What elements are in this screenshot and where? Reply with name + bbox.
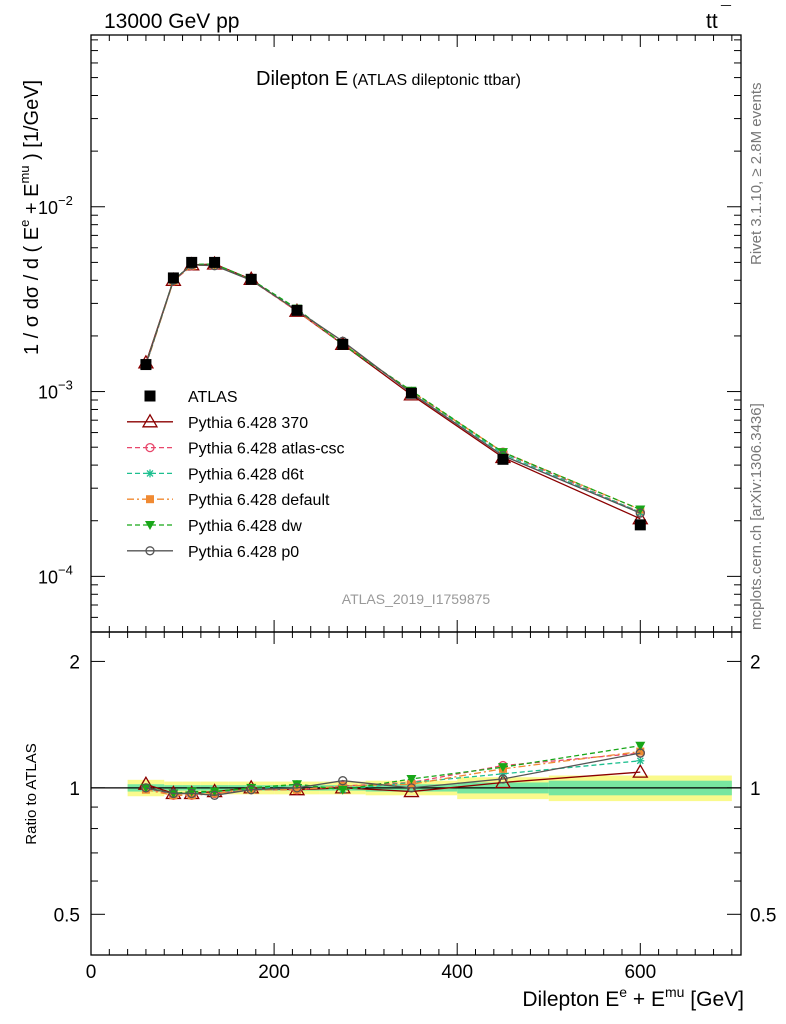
ratio-data-point <box>209 787 220 797</box>
ratio-data-point <box>636 747 645 756</box>
ratio-y-tick-label-right: 2 <box>750 652 761 673</box>
watermark: ATLAS_2019_I1759875 <box>342 591 491 607</box>
asterisk-stroke <box>636 757 644 765</box>
x-tick-label: 200 <box>258 962 290 983</box>
legend-marker <box>145 442 155 453</box>
legend-marker <box>145 521 155 530</box>
ratio-data-point <box>337 785 348 795</box>
ratio-data-point <box>291 780 302 790</box>
data-point <box>497 448 508 458</box>
legend-marker <box>145 546 155 556</box>
ratio-data-point <box>168 788 179 799</box>
ratio-data-point <box>292 785 301 794</box>
legend: ATLAS Pythia 6.428 370 Pythia 6.428 atlas-… <box>127 389 345 561</box>
main-y-axis-label: 1 / σ dσ / d ( Ee + Emu ) [1/GeV] <box>17 80 43 355</box>
main-title: Dilepton E (ATLAS dileptonic ttbar) <box>256 68 521 90</box>
ratio-series-layer <box>137 741 649 800</box>
ratio-series-line <box>145 745 641 795</box>
asterisk-stroke <box>146 469 154 477</box>
ratio-data-point <box>246 785 256 795</box>
ratio-data-point <box>636 756 645 765</box>
legend-label: ATLAS <box>188 389 238 406</box>
main-series-layer <box>137 255 649 531</box>
data-point <box>245 273 257 285</box>
legend-label: Pythia 6.428 dw <box>188 518 302 535</box>
ratio-data-point <box>292 783 302 793</box>
data-point <box>167 272 179 284</box>
data-point <box>635 508 645 518</box>
x-tick-label: 600 <box>624 962 656 983</box>
data-point <box>635 505 646 515</box>
main-y-tick-labels: 10−4 10−3 10−2 <box>38 193 73 588</box>
ratio-data-point <box>338 776 348 786</box>
y-tick-label: 10−4 <box>38 562 73 587</box>
ratio-plot-frame <box>90 631 742 956</box>
ratio-data-point <box>497 763 508 773</box>
energy-label: 13000 GeV pp <box>104 10 239 33</box>
x-axis-label: Dilepton Ee + Emu [GeV] <box>522 984 744 1011</box>
ratio-data-point <box>209 790 220 800</box>
data-point <box>140 359 152 371</box>
main-plot-frame <box>90 34 742 633</box>
ratio-y-tick-label-right: 0.5 <box>750 905 776 926</box>
ratio-data-point <box>635 748 645 758</box>
ratio-data-point <box>406 774 417 784</box>
ratio-y-tick-label-left: 0.5 <box>54 905 80 926</box>
legend-marker <box>146 495 154 504</box>
series-line <box>145 264 641 514</box>
data-point <box>291 304 303 316</box>
ratio-data-point <box>635 741 646 751</box>
main-axis-ticks <box>90 35 741 633</box>
data-point <box>497 453 509 465</box>
data-point <box>405 387 417 399</box>
ratio-y-tick-label-right: 1 <box>750 779 761 800</box>
legend-label: Pythia 6.428 default <box>188 492 330 509</box>
ratio-data-point <box>141 783 151 793</box>
data-point <box>186 256 198 268</box>
legend-label: Pythia 6.428 p0 <box>188 544 299 561</box>
legend-label: Pythia 6.428 atlas-csc <box>188 441 345 458</box>
x-tick-label: 0 <box>86 962 97 983</box>
data-point <box>209 256 221 268</box>
ratio-y-tick-label-left: 1 <box>69 779 80 800</box>
data-point <box>337 338 349 350</box>
ratio-data-point <box>632 763 649 778</box>
rivet-label: Rivet 3.1.10, ≥ 2.8M events <box>748 83 765 266</box>
legend-label: Pythia 6.428 d6t <box>188 466 304 483</box>
process-bar: ¯ <box>720 3 732 23</box>
ratio-y-axis-label: Ratio to ATLAS <box>23 743 40 844</box>
x-tick-label: 400 <box>441 962 473 983</box>
main-panel: 10−4 10−3 10−2 Dilepton E (ATLAS dileptonic… <box>17 34 742 633</box>
data-point <box>634 519 646 531</box>
legend-marker <box>146 469 154 478</box>
process-label: tt <box>706 10 718 33</box>
legend-label: Pythia 6.428 370 <box>188 415 308 432</box>
ratio-axis-ticks <box>90 632 741 956</box>
ratio-series-line <box>145 760 641 795</box>
ratio-tick-labels: 0.5 0.5 1 1 2 2 0 200 400 600 <box>54 652 777 983</box>
legend-marker <box>144 390 156 402</box>
ratio-series-line <box>145 752 641 796</box>
site-label: mcplots.cern.ch [arXiv:1306.3436] <box>748 403 765 630</box>
ratio-series-line <box>145 752 641 796</box>
y-tick-label: 10−2 <box>38 193 73 218</box>
ratio-panel: 0.5 0.5 1 1 2 2 0 200 400 600 Ratio to ATLAS Dile… <box>23 631 777 1011</box>
legend-marker <box>141 413 159 428</box>
ratio-data-point <box>187 788 197 799</box>
ratio-data-point <box>406 783 417 793</box>
y-tick-label: 10−3 <box>38 378 73 403</box>
ratio-y-tick-label-left: 2 <box>69 652 80 673</box>
ratio-data-point <box>498 774 508 784</box>
